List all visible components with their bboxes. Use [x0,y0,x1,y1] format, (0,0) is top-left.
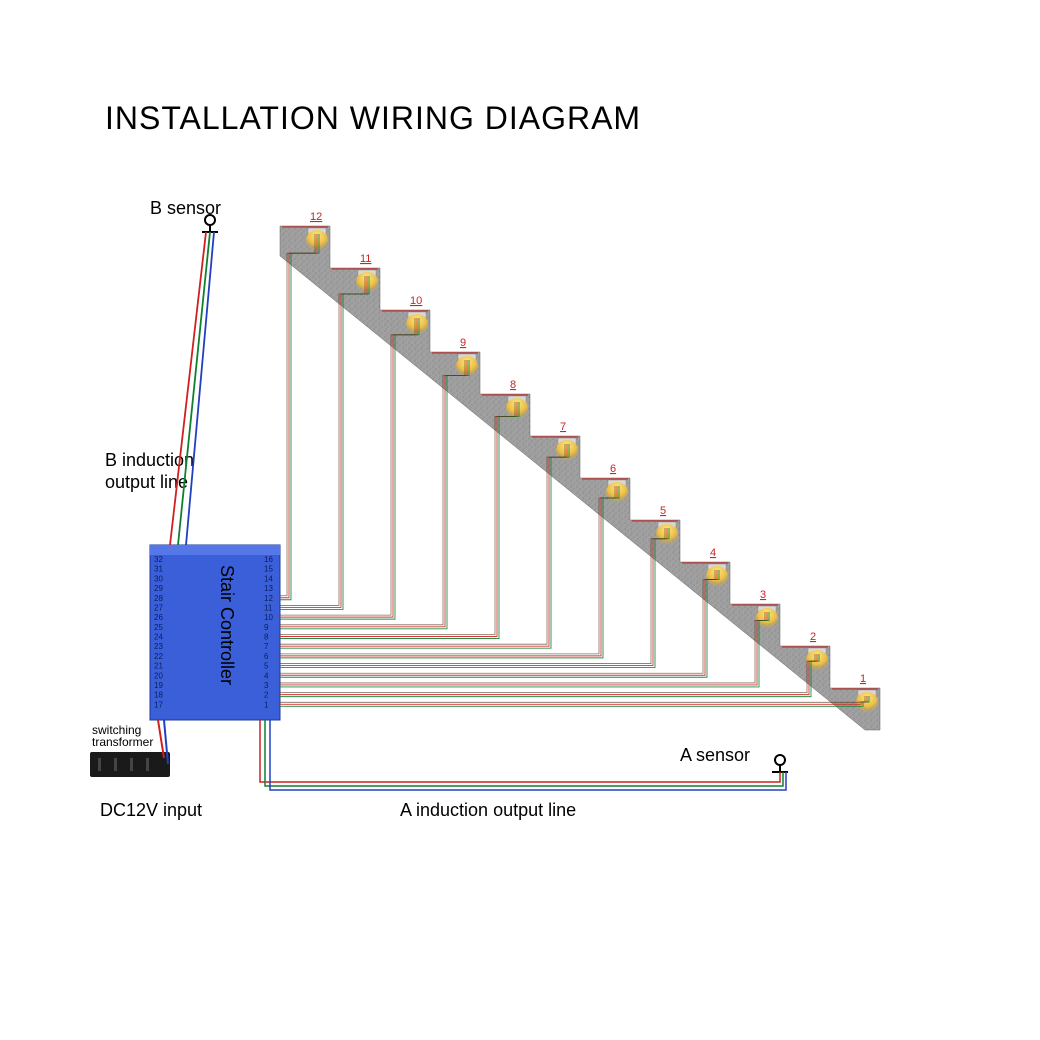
svg-text:19: 19 [154,681,163,690]
svg-text:2: 2 [264,691,269,700]
svg-text:27: 27 [154,603,163,612]
svg-text:7: 7 [560,421,566,433]
svg-text:20: 20 [154,671,163,680]
svg-text:9: 9 [460,337,466,349]
svg-text:15: 15 [264,565,273,574]
svg-text:4: 4 [710,547,716,559]
svg-text:12: 12 [264,594,273,603]
svg-text:3: 3 [264,681,269,690]
svg-text:10: 10 [264,613,273,622]
svg-text:4: 4 [264,671,269,680]
svg-text:32: 32 [154,555,163,564]
svg-text:16: 16 [264,555,273,564]
svg-text:23: 23 [154,642,163,651]
svg-text:6: 6 [610,463,616,475]
svg-text:29: 29 [154,584,163,593]
svg-text:28: 28 [154,594,163,603]
svg-text:8: 8 [264,633,269,642]
svg-text:14: 14 [264,574,273,583]
svg-text:10: 10 [410,295,422,307]
svg-text:30: 30 [154,574,163,583]
svg-text:11: 11 [360,253,371,265]
svg-text:24: 24 [154,633,163,642]
svg-text:7: 7 [264,642,269,651]
svg-text:6: 6 [264,652,269,661]
svg-text:5: 5 [264,662,269,671]
svg-text:21: 21 [154,662,163,671]
diagram-svg: 123456789101112Stair Controller321631153… [0,0,1040,1040]
svg-text:1: 1 [264,700,269,709]
svg-text:22: 22 [154,652,163,661]
svg-text:8: 8 [510,379,516,391]
svg-text:25: 25 [154,623,163,632]
svg-text:31: 31 [154,565,163,574]
svg-text:3: 3 [760,589,766,601]
svg-text:12: 12 [310,211,322,223]
svg-text:2: 2 [810,631,816,643]
svg-text:9: 9 [264,623,269,632]
svg-text:1: 1 [860,673,866,685]
svg-text:5: 5 [660,505,666,517]
svg-text:13: 13 [264,584,273,593]
svg-text:26: 26 [154,613,163,622]
svg-text:Stair Controller: Stair Controller [217,565,237,685]
svg-text:11: 11 [264,603,273,612]
svg-text:18: 18 [154,691,163,700]
svg-text:17: 17 [154,700,163,709]
